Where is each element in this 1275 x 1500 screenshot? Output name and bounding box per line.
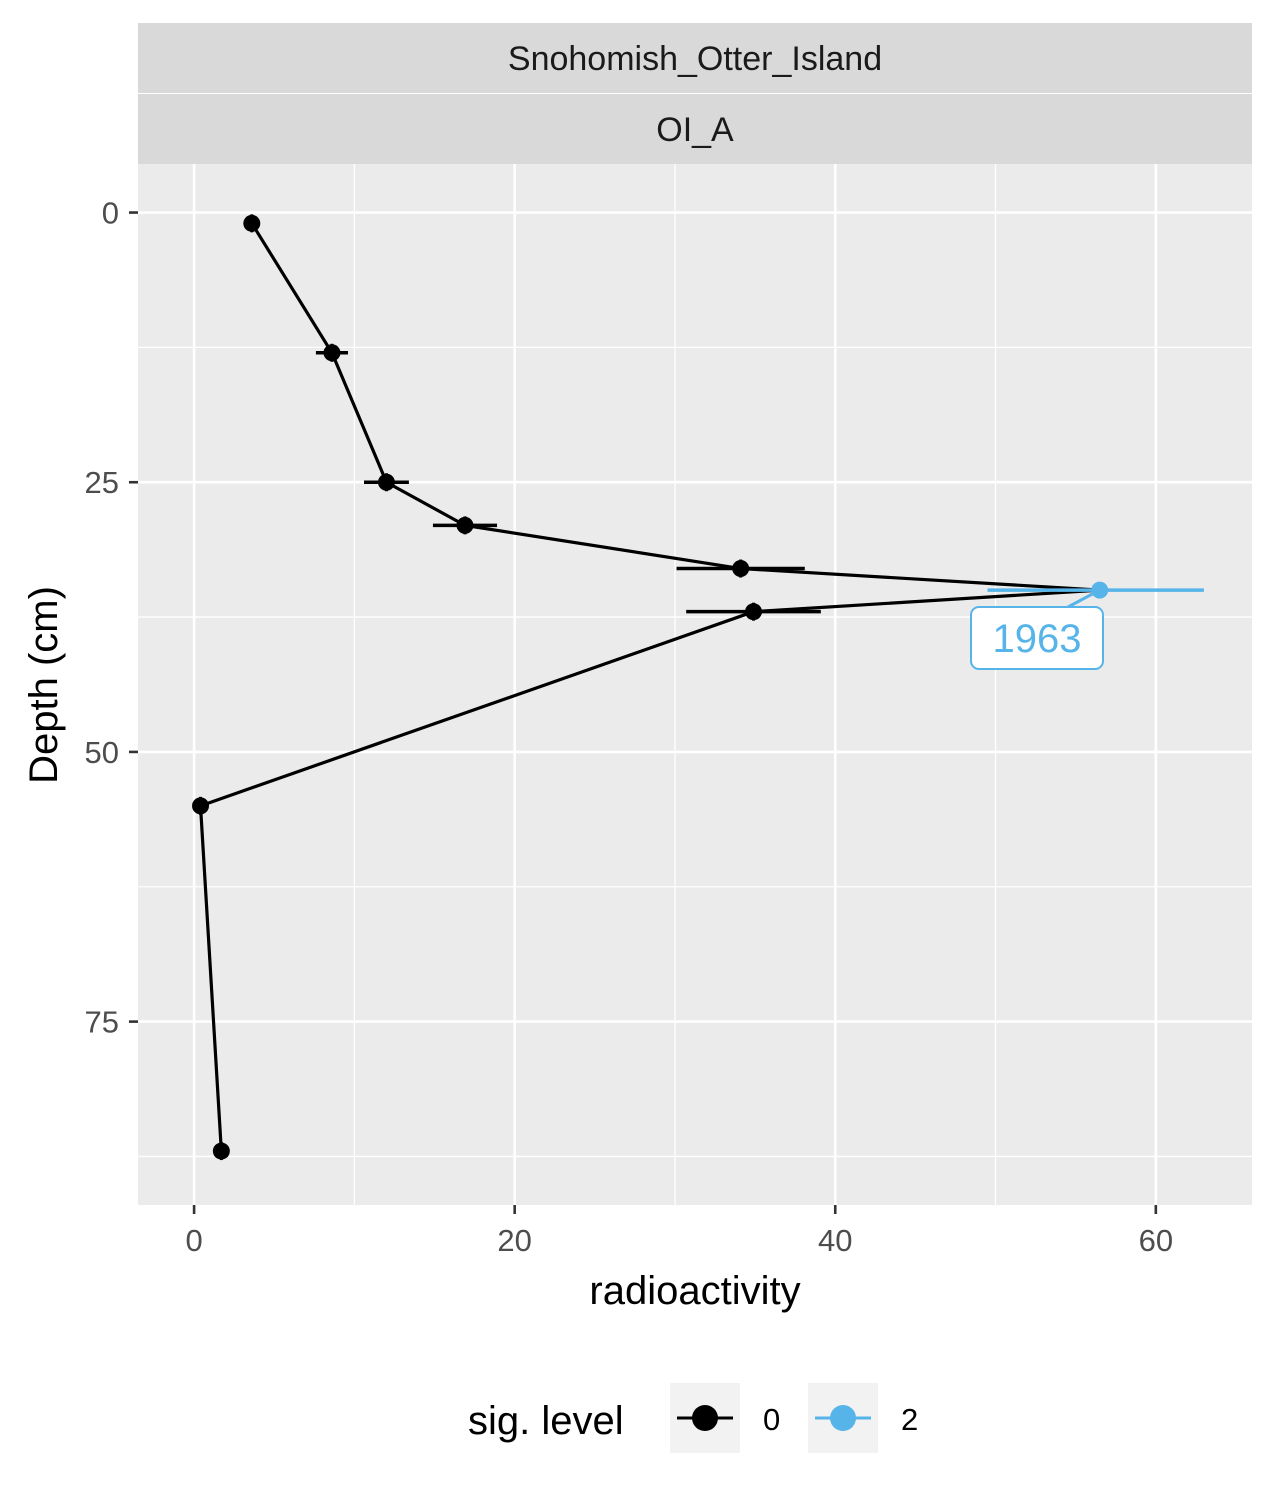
annotation-leader-line	[1067, 588, 1101, 609]
annotations: 1963	[970, 588, 1104, 670]
x-tick-label: 40	[818, 1223, 852, 1258]
data-series	[192, 214, 1204, 1161]
legend: sig. level 0 2	[468, 1383, 918, 1453]
y-tick-label: 50	[85, 735, 119, 770]
annotation-label-box	[970, 606, 1104, 670]
legend-label-2: 2	[901, 1402, 918, 1437]
legend-key-0-point	[692, 1405, 718, 1431]
y-tick-label: 0	[102, 196, 119, 231]
x-axis: 0 20 40 60	[185, 1205, 1173, 1258]
facet-strip-bottom	[138, 94, 1252, 164]
y-tick-label: 75	[85, 1005, 119, 1040]
y-axis: 0 25 50 75	[85, 196, 138, 1040]
x-tick-label: 20	[497, 1223, 531, 1258]
plot-panel	[138, 164, 1252, 1205]
facet-strip-site-label: Snohomish_Otter_Island	[508, 40, 882, 78]
legend-label-0: 0	[763, 1402, 780, 1437]
x-tick-label: 60	[1139, 1223, 1173, 1258]
y-axis-title: Depth (cm)	[22, 586, 66, 784]
facet-strip-core-label: OI_A	[656, 111, 734, 149]
major-gridlines	[138, 164, 1252, 1205]
y-tick-label: 25	[85, 465, 119, 500]
x-axis-title: radioactivity	[589, 1269, 800, 1313]
minor-gridlines	[138, 164, 1252, 1205]
x-tick-label: 0	[185, 1223, 202, 1258]
facet-strip-top	[138, 23, 1252, 93]
legend-title: sig. level	[468, 1399, 624, 1443]
legend-key-2-point	[830, 1405, 856, 1431]
annotation-label-text: 1963	[993, 617, 1082, 661]
